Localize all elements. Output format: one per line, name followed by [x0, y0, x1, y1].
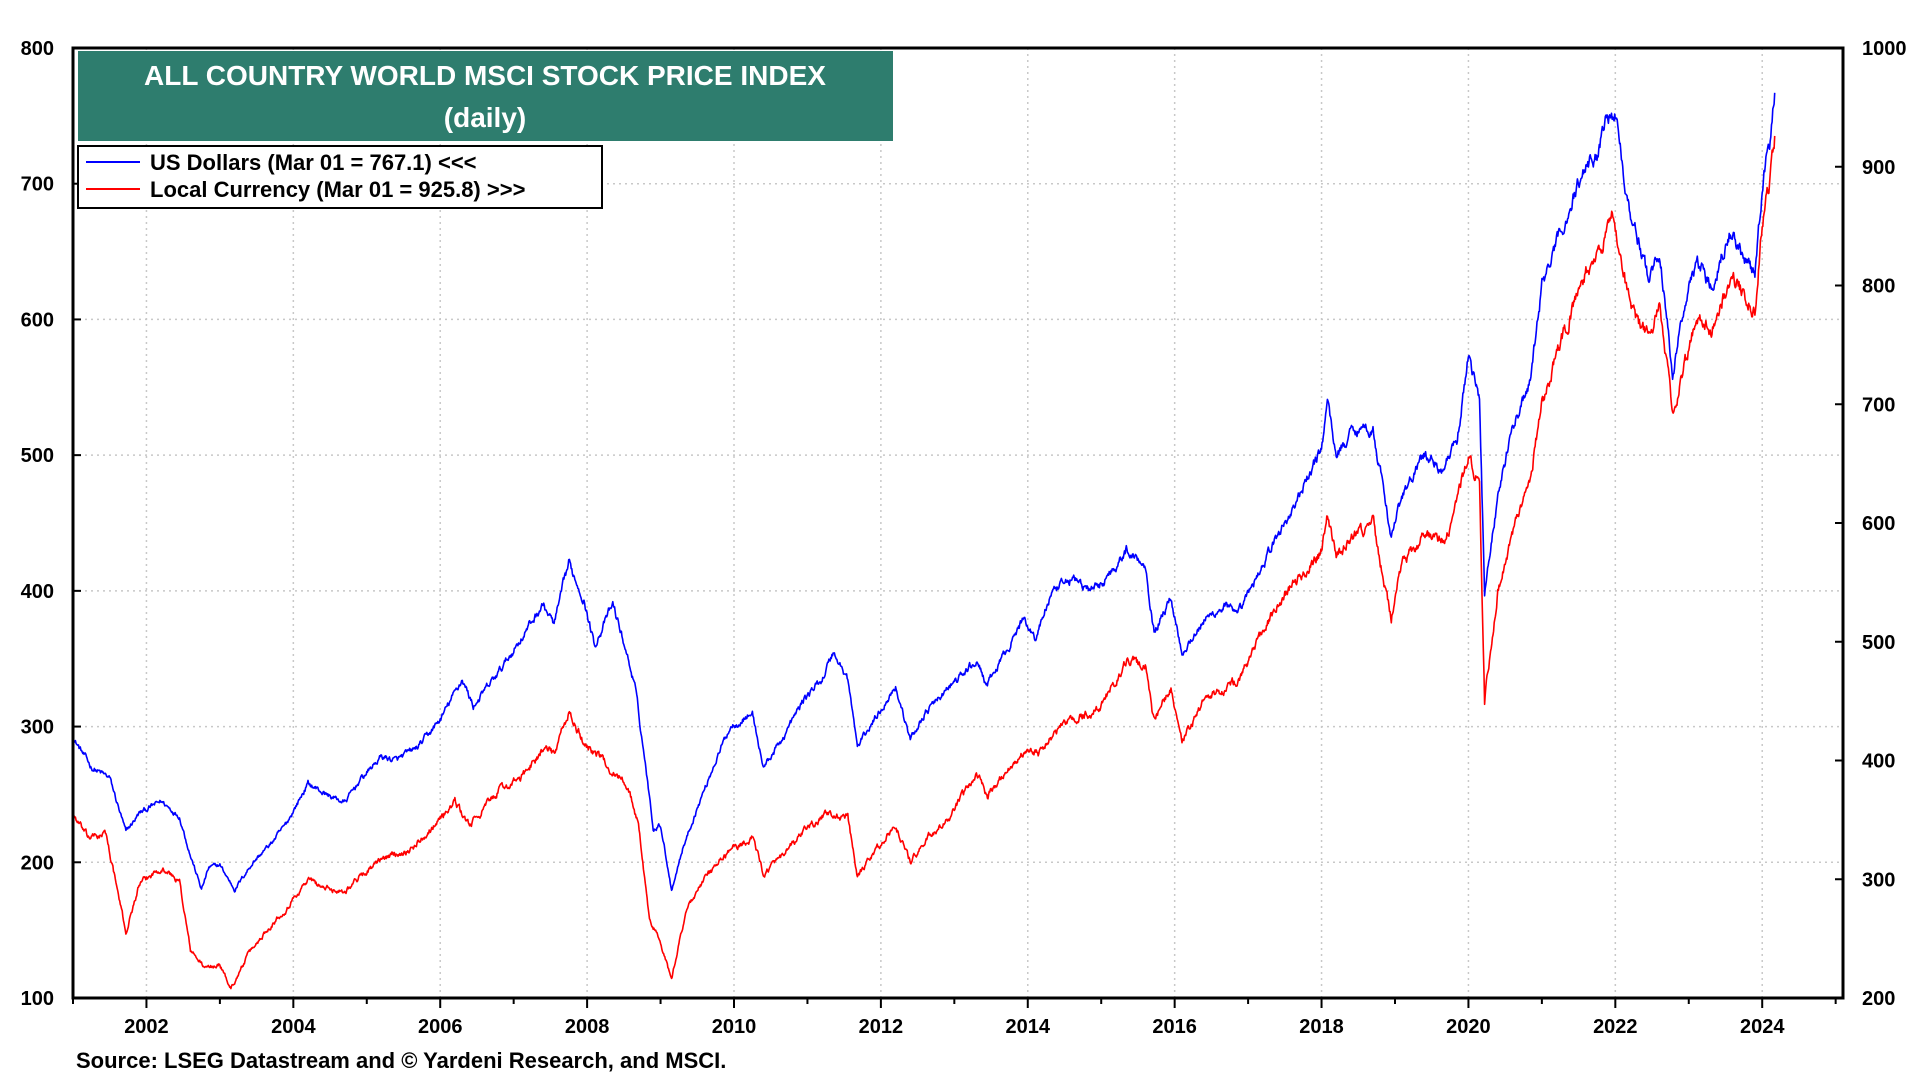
x-tick-label: 2020	[1446, 1016, 1491, 1038]
x-tick-label: 2016	[1152, 1016, 1197, 1038]
x-tick-label: 2006	[418, 1016, 463, 1038]
y-left-tick-label: 200	[21, 852, 54, 874]
left-axis-labels: 100 200 300 400 500 600 700 800	[21, 38, 54, 1010]
chart-subtitle: (daily)	[444, 102, 526, 133]
x-tick-label: 2004	[271, 1016, 316, 1038]
title-box: ALL COUNTRY WORLD MSCI STOCK PRICE INDEX…	[78, 51, 893, 141]
x-axis-labels: 2002 2004 2006 2008 2010 2012 2014 2016 2018 2020…	[124, 1016, 1785, 1038]
right-axis-labels: 200 300 400 500 600 700 800 900 1000	[1862, 38, 1907, 1010]
ticks	[72, 47, 1843, 1008]
y-left-tick-label: 600	[21, 309, 54, 331]
y-left-tick-label: 800	[21, 38, 54, 60]
x-tick-label: 2022	[1593, 1016, 1638, 1038]
legend: US Dollars (Mar 01 = 767.1) <<< Local Cu…	[77, 145, 603, 209]
y-left-tick-label: 700	[21, 174, 54, 196]
x-tick-label: 2024	[1740, 1016, 1785, 1038]
grid	[73, 48, 1843, 998]
chart-title: ALL COUNTRY WORLD MSCI STOCK PRICE INDEX	[144, 60, 826, 91]
x-tick-label: 2012	[859, 1016, 904, 1038]
y-right-tick-label: 900	[1862, 157, 1895, 179]
x-tick-label: 2010	[712, 1016, 757, 1038]
y-right-tick-label: 800	[1862, 276, 1895, 298]
title-box-background	[78, 51, 893, 141]
x-tick-label: 2014	[1006, 1016, 1051, 1038]
y-right-tick-label: 400	[1862, 751, 1895, 773]
y-left-tick-label: 400	[21, 581, 54, 603]
series-line-local-currency	[72, 135, 1776, 990]
y-left-tick-label: 500	[21, 445, 54, 467]
legend-box	[77, 145, 603, 209]
y-right-tick-label: 300	[1862, 869, 1895, 891]
legend-entry-local-currency: Local Currency (Mar 01 = 925.8) >>>	[150, 177, 525, 202]
x-tick-label: 2018	[1299, 1016, 1344, 1038]
y-right-tick-label: 1000	[1862, 38, 1907, 60]
y-left-tick-label: 100	[21, 988, 54, 1010]
y-right-tick-label: 600	[1862, 513, 1895, 535]
y-right-tick-label: 500	[1862, 632, 1895, 654]
y-right-tick-label: 200	[1862, 988, 1895, 1010]
y-left-tick-label: 300	[21, 717, 54, 739]
legend-entry-us-dollars: US Dollars (Mar 01 = 767.1) <<<	[150, 150, 477, 175]
source-note: Source: LSEG Datastream and © Yardeni Re…	[76, 1048, 726, 1073]
x-tick-label: 2002	[124, 1016, 169, 1038]
series-line-us-dollars	[72, 92, 1776, 893]
y-right-tick-label: 700	[1862, 394, 1895, 416]
x-tick-label: 2008	[565, 1016, 610, 1038]
series-layer	[72, 92, 1776, 990]
